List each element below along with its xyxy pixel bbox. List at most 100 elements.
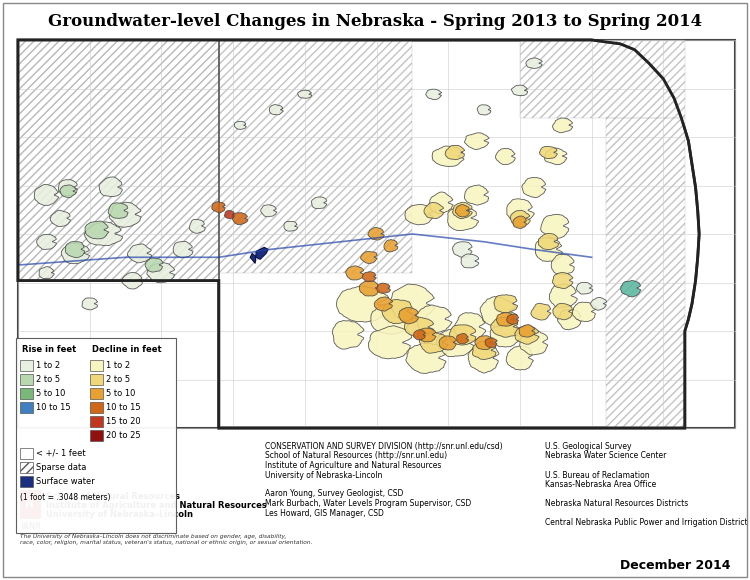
Polygon shape (211, 201, 225, 212)
Text: The University of Nebraska–Lincoln does not discriminate based on gender, age, d: The University of Nebraska–Lincoln does … (20, 534, 313, 545)
Text: Nebraska Natural Resources Districts: Nebraska Natural Resources Districts (545, 499, 688, 508)
Polygon shape (468, 345, 499, 373)
Polygon shape (65, 242, 85, 258)
Text: Mark Burbach, Water Levels Program Supervisor, CSD: Mark Burbach, Water Levels Program Super… (265, 499, 471, 508)
Polygon shape (526, 58, 542, 68)
Polygon shape (405, 205, 433, 225)
Polygon shape (34, 184, 58, 205)
Text: Sparse data: Sparse data (36, 463, 86, 472)
Polygon shape (457, 334, 469, 344)
Polygon shape (62, 243, 89, 264)
Polygon shape (513, 216, 526, 229)
Text: Rise in feet: Rise in feet (22, 346, 76, 354)
Polygon shape (557, 310, 581, 330)
Polygon shape (452, 242, 472, 258)
Bar (90, 360, 103, 371)
Polygon shape (368, 326, 412, 359)
Polygon shape (514, 325, 539, 344)
Polygon shape (494, 295, 517, 313)
Polygon shape (455, 205, 470, 217)
Polygon shape (621, 281, 641, 297)
Polygon shape (507, 199, 535, 223)
Polygon shape (490, 317, 520, 337)
Text: < +/- 1 feet: < +/- 1 feet (36, 449, 86, 458)
Polygon shape (454, 313, 485, 342)
Polygon shape (399, 307, 418, 324)
Polygon shape (541, 215, 568, 238)
Polygon shape (461, 254, 478, 268)
Bar (20, 448, 33, 459)
Polygon shape (406, 343, 447, 374)
Polygon shape (448, 206, 478, 231)
Polygon shape (512, 85, 527, 96)
Polygon shape (298, 90, 312, 98)
Polygon shape (332, 321, 364, 349)
Text: Institute of Agriculture and Natural Resources: Institute of Agriculture and Natural Res… (265, 461, 441, 470)
Polygon shape (50, 210, 70, 227)
Polygon shape (424, 202, 444, 219)
Polygon shape (122, 273, 142, 289)
Bar (90, 430, 103, 441)
Polygon shape (590, 298, 607, 310)
Polygon shape (376, 283, 390, 293)
Text: IANR: IANR (20, 522, 41, 531)
Polygon shape (382, 299, 413, 324)
Polygon shape (536, 238, 562, 262)
Text: Aaron Young, Survey Geologist, CSD: Aaron Young, Survey Geologist, CSD (265, 490, 404, 498)
Polygon shape (606, 118, 685, 428)
Polygon shape (37, 234, 56, 249)
Text: Groundwater-level Changes in Nebraska - Spring 2013 to Spring 2014: Groundwater-level Changes in Nebraska - … (48, 13, 702, 31)
Polygon shape (359, 280, 380, 296)
Polygon shape (224, 211, 234, 219)
Bar (18, 40, 735, 428)
Bar (20, 490, 40, 518)
Polygon shape (108, 202, 128, 219)
Text: Decline in feet: Decline in feet (92, 346, 162, 354)
Text: Institute of Agriculture and Natural Resources: Institute of Agriculture and Natural Res… (46, 501, 267, 510)
Polygon shape (18, 40, 699, 428)
Text: University of Nebraska–Lincoln: University of Nebraska–Lincoln (46, 510, 193, 519)
Text: Surface water: Surface water (36, 477, 94, 486)
Text: 20 to 25: 20 to 25 (106, 431, 141, 440)
Text: 10 to 15: 10 to 15 (36, 403, 70, 412)
Polygon shape (480, 296, 517, 327)
Polygon shape (522, 177, 546, 198)
Polygon shape (496, 313, 514, 326)
Polygon shape (58, 180, 77, 195)
Polygon shape (128, 244, 152, 263)
Bar (90, 416, 103, 427)
Polygon shape (519, 325, 535, 337)
Bar (16, 338, 176, 533)
Polygon shape (485, 338, 497, 347)
Polygon shape (436, 328, 474, 357)
Polygon shape (531, 303, 551, 320)
Polygon shape (520, 330, 548, 355)
Polygon shape (99, 177, 122, 197)
Polygon shape (232, 212, 248, 224)
Polygon shape (539, 146, 557, 158)
Polygon shape (269, 104, 284, 115)
Polygon shape (464, 185, 488, 205)
Polygon shape (439, 336, 457, 350)
Polygon shape (551, 255, 574, 274)
Bar (90, 374, 103, 385)
Polygon shape (84, 222, 122, 245)
Text: School of Natural Resources: School of Natural Resources (46, 492, 180, 501)
Polygon shape (147, 263, 175, 283)
Bar (20, 402, 33, 413)
Polygon shape (553, 303, 572, 320)
Polygon shape (85, 221, 109, 239)
Bar (20, 360, 33, 371)
Text: Les Howard, GIS Manager, CSD: Les Howard, GIS Manager, CSD (265, 509, 384, 517)
Polygon shape (390, 284, 435, 322)
Polygon shape (18, 40, 219, 281)
Polygon shape (576, 282, 593, 294)
Polygon shape (145, 258, 163, 272)
Polygon shape (449, 325, 476, 345)
Polygon shape (361, 252, 377, 263)
Polygon shape (475, 336, 493, 350)
Polygon shape (413, 329, 425, 340)
Polygon shape (284, 222, 298, 231)
Polygon shape (572, 302, 597, 321)
Polygon shape (370, 304, 410, 334)
